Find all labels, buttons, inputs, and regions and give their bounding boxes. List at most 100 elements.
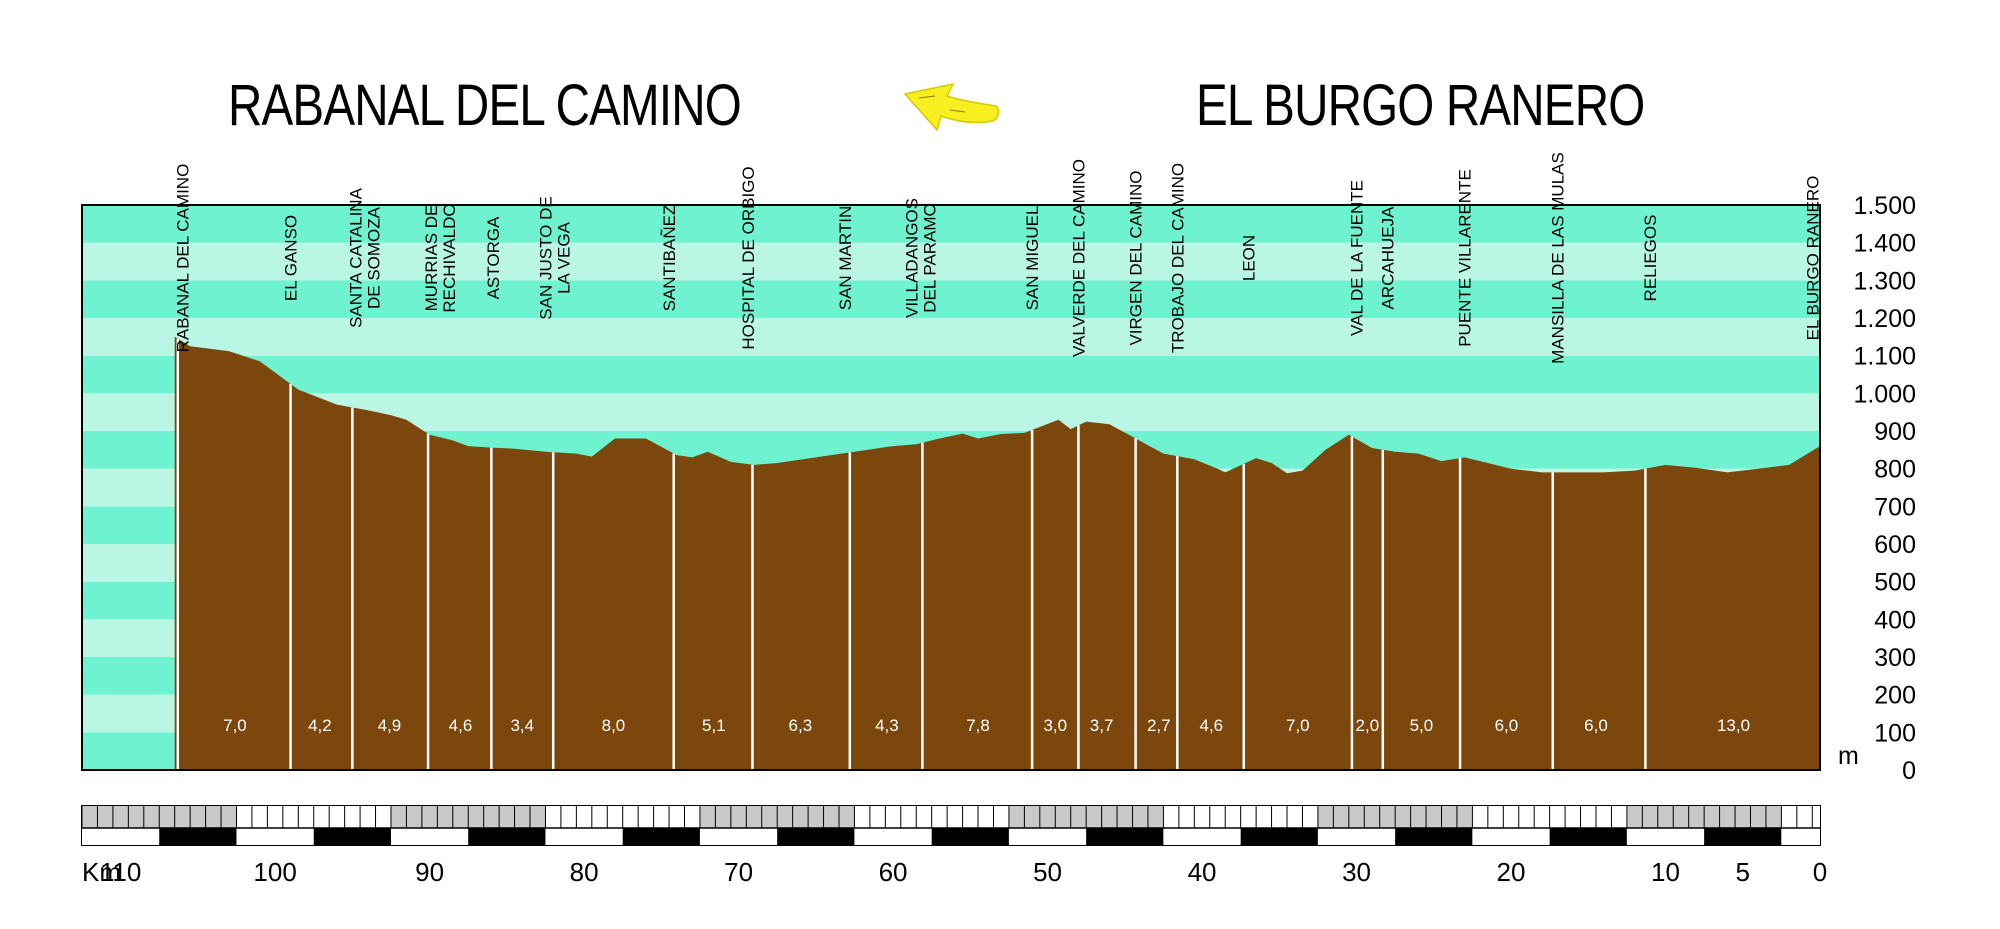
scale-bar-segment — [82, 828, 160, 845]
segment-distance-labels: 7,0 4,2 4,9 4,6 3,4 8,0 5,1 6,3 4,3 7,8 3,0 3,7 2,7 4… — [223, 716, 1750, 735]
plot-frame — [81, 204, 1821, 771]
place-label: SANTA CATALINA — [346, 187, 365, 327]
km-tick-label: 20 — [1497, 857, 1526, 887]
segment-distance-label: 13,0 — [1717, 716, 1750, 735]
place-label: TROBAJO DEL CAMINO — [1168, 163, 1187, 353]
place-label-line2: DE SOMOZA — [364, 206, 383, 309]
title-start-town: RABANAL DEL CAMINO — [228, 73, 742, 138]
segment-distance-label: 3,7 — [1090, 716, 1114, 735]
scale-bar-segment — [468, 828, 546, 845]
segment-distance-label: 5,0 — [1410, 716, 1434, 735]
place-labels: RABANAL DEL CAMINO EL GANSO SANTA CATALINA… — [173, 152, 1822, 364]
elevation-tick-label: 1.300 — [1853, 267, 1916, 295]
elevation-band — [82, 280, 1820, 318]
scale-bar-segment — [1626, 828, 1705, 845]
segment-distance-label: 4,2 — [308, 716, 332, 735]
elevation-tick-label: 800 — [1874, 456, 1916, 484]
terrain-area — [174, 336, 1820, 770]
scale-bar-segment — [1317, 828, 1396, 845]
scale-bar-segment — [854, 828, 932, 845]
elevation-tick-label: 1.200 — [1853, 305, 1916, 333]
elevation-axis: 0 100 200 300 400 500 600 700 800 900 1.000 1.100 1.… — [1853, 192, 1916, 785]
place-label: EL BURGO RANERO — [1803, 176, 1822, 341]
km-tick-label: 0 — [1813, 857, 1827, 887]
place-label-line2: LA VEGA — [554, 221, 573, 293]
place-label: HOSPITAL DE ORBIGO — [739, 166, 758, 349]
segment-distance-label: 2,7 — [1147, 716, 1171, 735]
km-tick-label: 50 — [1033, 857, 1062, 887]
scale-bar-segment — [931, 828, 1009, 845]
km-tick-label: 70 — [724, 857, 753, 887]
km-tick-label: 80 — [570, 857, 599, 887]
place-label: SAN MARTIN — [836, 206, 855, 311]
place-label: SAN MIGUEL — [1023, 206, 1042, 311]
scale-bar-segment — [313, 828, 391, 845]
place-label-line2: DEL PARAMO — [921, 203, 940, 313]
scale-bar-segment — [622, 828, 700, 845]
place-label: VIRGEN DEL CAMINO — [1127, 170, 1146, 345]
place-label: RELIEGOS — [1641, 215, 1660, 302]
elevation-tick-label: 1.100 — [1853, 343, 1916, 371]
elevation-band — [82, 205, 1820, 243]
elevation-tick-label: 100 — [1874, 719, 1916, 747]
elevation-tick-label: 500 — [1874, 569, 1916, 597]
place-label: VAL DE LA FUENTE — [1348, 180, 1367, 336]
x-unit-label: Km — [82, 857, 121, 887]
km-tick-label: 90 — [415, 857, 444, 887]
segment-distance-label: 6,0 — [1495, 716, 1519, 735]
place-label: MURRIAS DE — [422, 205, 441, 312]
scale-bar-segment — [1704, 828, 1782, 845]
elevation-tick-label: 400 — [1874, 606, 1916, 634]
terrain-polygon — [174, 336, 1820, 770]
scale-bar-cell — [1781, 806, 1820, 828]
scale-bar-segment — [699, 828, 778, 845]
elevation-tick-label: 1.000 — [1853, 380, 1916, 408]
elevation-tick-label: 900 — [1874, 418, 1916, 446]
scale-bar-segment — [1549, 828, 1627, 845]
direction-arrow-icon — [895, 80, 1005, 140]
segment-distance-label: 8,0 — [602, 716, 626, 735]
scale-bar-segment — [390, 828, 469, 845]
elevation-tick-label: 1.500 — [1853, 192, 1916, 220]
segment-distance-label: 3,0 — [1043, 716, 1067, 735]
km-tick-label: 100 — [253, 857, 296, 887]
title-end-town: EL BURGO RANERO — [1196, 73, 1645, 138]
segment-distance-label: 2,0 — [1356, 716, 1380, 735]
scale-bar-segment — [236, 828, 314, 845]
segment-distance-label: 4,3 — [875, 716, 899, 735]
segment-distance-label: 7,8 — [966, 716, 990, 735]
scale-bar-segment — [1008, 828, 1087, 845]
place-label: VALVERDE DEL CAMINO — [1069, 159, 1088, 357]
scale-bar-segment — [1086, 828, 1164, 845]
elevation-tick-label: 600 — [1874, 531, 1916, 559]
scale-bar-segment — [1472, 828, 1550, 845]
km-tick-label: 5 — [1736, 857, 1750, 887]
segment-distance-label: 7,0 — [1286, 716, 1310, 735]
scale-bar-segment — [1781, 828, 1820, 845]
scale-bar-segment — [159, 828, 237, 845]
scale-bar-segment — [777, 828, 855, 845]
segment-distance-label: 6,0 — [1584, 716, 1608, 735]
segment-distance-label: 4,6 — [1199, 716, 1223, 735]
elevation-tick-label: 1.400 — [1853, 230, 1916, 258]
elevation-band — [82, 318, 1820, 356]
scale-bar-segment — [545, 828, 623, 845]
segment-distance-label: 7,0 — [223, 716, 247, 735]
km-tick-label: 30 — [1342, 857, 1371, 887]
scale-bar-segment — [1395, 828, 1473, 845]
scale-bar-segment — [1163, 828, 1241, 845]
elevation-band — [82, 242, 1820, 281]
scale-bar-segment — [1240, 828, 1318, 845]
place-label: EL GANSO — [282, 215, 301, 301]
place-label: ARCAHUEJA — [1378, 206, 1397, 310]
place-label: SAN JUSTO DE — [536, 196, 555, 319]
place-label: RABANAL DEL CAMINO — [173, 164, 192, 353]
km-tick-label: 10 — [1651, 857, 1680, 887]
elevation-tick-label: 700 — [1874, 493, 1916, 521]
elevation-band — [82, 355, 1820, 394]
stage-dividers — [176, 338, 1647, 770]
place-label: MANSILLA DE LAS MULAS — [1548, 152, 1567, 364]
km-axis: 110 100 90 80 70 60 50 40 30 20 10 5 0 — [100, 857, 1827, 887]
elevation-tick-label: 300 — [1874, 644, 1916, 672]
